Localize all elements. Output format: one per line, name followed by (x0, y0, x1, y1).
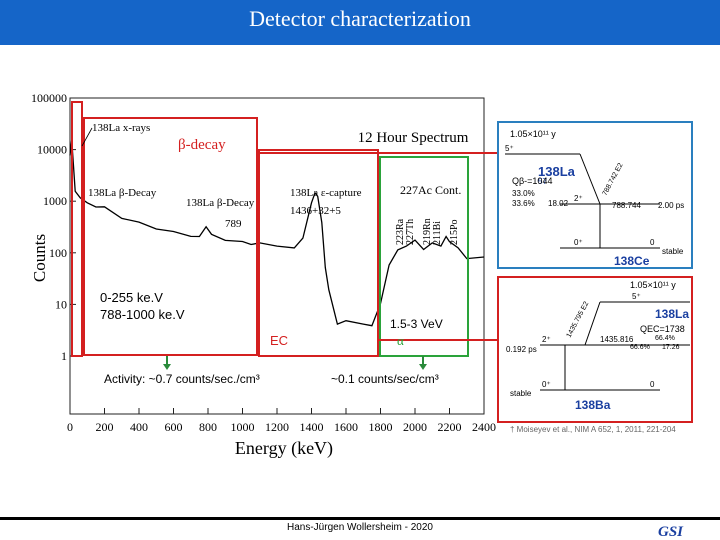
x-tick-label: 600 (165, 420, 183, 434)
x-tick-label: 2000 (403, 420, 427, 434)
dst-beta-arrow (579, 153, 601, 205)
dst-ground-energy: 0 (650, 238, 655, 247)
x-tick-label: 1400 (300, 420, 324, 434)
annotation-beta-decay: β-decay (178, 137, 226, 153)
dsb-parent-spin: 5⁺ (632, 292, 641, 301)
reference-text: † Moiseyev et al., NIM A 652, 1, 2011, 2… (510, 425, 676, 434)
y-tick-label: 100 (49, 246, 67, 260)
dst-q: Qβ-=1044 (512, 176, 552, 186)
dsb-halflife: 1.05×10¹¹ y (630, 280, 676, 290)
y-tick-label: 10000 (37, 143, 67, 157)
dsb-br1: 66.4% (655, 335, 675, 342)
annotation-la-beta-1: 138La β-Decay (88, 187, 157, 199)
annotation-789: 789 (225, 218, 242, 230)
x-tick-label: 1800 (369, 420, 393, 434)
dsb-q: QEC=1738 (640, 324, 685, 334)
dst-parent-spin: 5⁺ (505, 144, 514, 153)
annotation-pointer (81, 127, 93, 147)
decay-scheme-bottom (497, 276, 693, 423)
beta-range-line-2: 788-1000 ke.V (100, 307, 185, 322)
title-bar (0, 0, 720, 45)
y-tick-label: 1 (61, 349, 67, 363)
beta-region-box (83, 117, 258, 356)
alpha-range-label: 1.5-3 VeV (390, 317, 443, 331)
x-axis: 0 200 400 600 800 1000 1200 1400 1600 1800 2000 220… (67, 408, 496, 434)
annotation-ec: 138La ε-capture (290, 187, 362, 199)
beta-range-label: 0-255 ke.V 788-1000 ke.V (100, 290, 185, 322)
alpha-label: α (397, 333, 404, 348)
dst-level-time: 2.00 ps (658, 201, 684, 210)
x-tick-label: 800 (199, 420, 217, 434)
svg-text:GSI: GSI (658, 524, 684, 540)
page-title: Detector characterization (249, 6, 471, 31)
dst-br1: 33.0% (512, 189, 535, 198)
footer-author: Hans-Jürgen Wollersheim - 2020 (287, 522, 433, 533)
dst-level-label: 2⁺ (574, 194, 583, 203)
y-tick-label: 10 (55, 297, 67, 311)
x-tick-label: 1200 (265, 420, 289, 434)
dst-parent: 138La (538, 164, 576, 179)
dsb-ground-label: 0⁺ (542, 380, 551, 389)
x-tick-label: 2400 (472, 420, 496, 434)
annotation-bi: 211Bi (432, 221, 443, 245)
dst-stable: stable (662, 247, 684, 256)
dst-logft: 18.02 (548, 199, 569, 208)
x-axis-label: Energy (keV) (235, 438, 333, 459)
arrow-icon (163, 364, 171, 370)
x-tick-label: 1600 (334, 420, 358, 434)
dst-daughter: 138Ce (614, 254, 650, 268)
annotation-la-beta-2: 138La β-Decay (186, 197, 255, 209)
annotation-po: 215Po (449, 219, 460, 245)
y-axis-label: Counts (30, 234, 49, 282)
dsb-level-label: 2⁺ (542, 335, 551, 344)
gsi-logo: GSI (658, 524, 684, 540)
y-tick-label: 1000 (43, 194, 67, 208)
beta-range-line-1: 0-255 ke.V (100, 290, 163, 305)
annotation-rn: 219Rn (422, 218, 433, 245)
dsb-level-energy: 1435.816 (600, 335, 634, 344)
y-axis: 1 10 100 1000 10000 100000 (31, 91, 76, 363)
annotation-th: 227Th (405, 219, 416, 245)
x-tick-label: 400 (130, 420, 148, 434)
xray-region-box (71, 101, 83, 357)
dsb-parent: 138La (655, 307, 689, 321)
annotation-ec-energy: 1436+32+5 (290, 205, 341, 217)
dsb-ground-energy: 0 (650, 380, 655, 389)
activity-label-1: Activity: ~0.7 counts/sec./cm³ (104, 372, 260, 386)
dsb-level-time: 0.192 ps (506, 345, 537, 354)
x-tick-label: 0 (67, 420, 73, 434)
footer-rule (0, 517, 720, 520)
ec-region-box (258, 149, 379, 357)
chart-title: 12 Hour Spectrum (358, 130, 469, 146)
dsb-br2: 66.6% (630, 344, 650, 351)
dst-ground-label: 0⁺ (574, 238, 583, 247)
annotation-ra: 223Ra (395, 218, 406, 245)
x-tick-label: 1000 (231, 420, 255, 434)
annotation-ac: 227Ac Cont. (400, 183, 461, 197)
dst-level-energy: 788.744 (612, 201, 641, 210)
dst-parent-z: 57 (538, 177, 547, 186)
dst-br2: 33.6% (512, 199, 535, 208)
annotation-xrays: 138La x-rays (92, 122, 150, 134)
dsb-logft: 17.26 (662, 344, 680, 351)
dsb-ec-arrow (584, 301, 601, 346)
spectrum-line (69, 139, 485, 327)
decay-scheme-top (497, 121, 693, 269)
dst-halflife: 1.05×10¹¹ y (510, 129, 556, 139)
x-tick-label: 200 (96, 420, 114, 434)
y-tick-label: 100000 (31, 91, 67, 105)
x-tick-label: 2200 (438, 420, 462, 434)
activity-label-2: ~0.1 counts/sec/cm³ (331, 372, 439, 386)
arrow-icon (419, 364, 427, 370)
ec-label: EC (270, 333, 288, 348)
dsb-daughter: 138Ba (575, 398, 611, 412)
dsb-stable: stable (510, 389, 532, 398)
